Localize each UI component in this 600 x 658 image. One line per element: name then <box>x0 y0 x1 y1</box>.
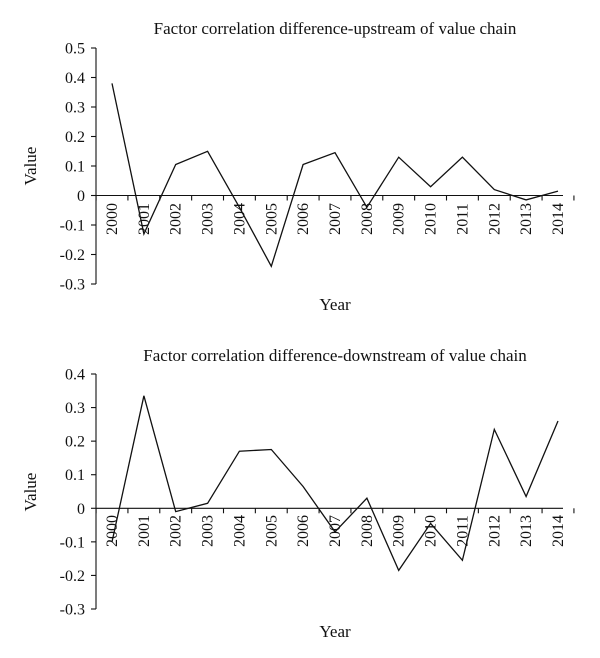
x-axis-title: Year <box>319 622 351 641</box>
x-tick-label: 2005 <box>263 515 280 547</box>
x-tick-label: 2012 <box>486 203 503 235</box>
x-tick-label: 2012 <box>486 515 503 547</box>
chart-upstream: Factor correlation difference-upstream o… <box>21 19 575 314</box>
series-line <box>111 83 559 268</box>
x-tick-label: 2003 <box>200 515 217 547</box>
x-tick-label: 2004 <box>231 515 248 547</box>
y-tick-label: 0.5 <box>65 41 85 58</box>
x-tick-label: 2000 <box>104 515 121 547</box>
x-tick-label: 2001 <box>136 515 153 547</box>
chart-downstream: Factor correlation difference-downstream… <box>21 346 575 641</box>
x-tick-label: 2007 <box>327 203 344 235</box>
y-tick-label: 0 <box>77 188 85 205</box>
x-tick-label: 2014 <box>550 515 567 547</box>
chart-title: Factor correlation difference-downstream… <box>143 346 527 365</box>
x-tick-label: 2008 <box>359 203 376 235</box>
x-tick-label: 2009 <box>391 203 408 235</box>
y-axis-title: Value <box>21 473 40 512</box>
x-tick-label: 2000 <box>104 203 121 235</box>
y-tick-label: 0.4 <box>65 70 85 87</box>
y-tick-label: 0.1 <box>65 159 85 176</box>
y-tick-label: -0.2 <box>60 568 85 585</box>
x-tick-label: 2013 <box>518 203 535 235</box>
x-tick-label: 2011 <box>454 203 471 234</box>
x-tick-label: 2004 <box>231 203 248 235</box>
x-tick-label: 2006 <box>295 515 312 547</box>
chart-title: Factor correlation difference-upstream o… <box>154 19 517 38</box>
x-tick-label: 2014 <box>550 203 567 235</box>
series-line <box>111 395 559 572</box>
y-axis-title: Value <box>21 147 40 186</box>
x-tick-label: 2003 <box>200 203 217 235</box>
y-tick-label: 0.2 <box>65 434 85 451</box>
y-tick-label: 0.3 <box>65 400 85 417</box>
x-tick-label: 2013 <box>518 515 535 547</box>
x-tick-label: 2001 <box>136 203 153 235</box>
x-tick-label: 2005 <box>263 203 280 235</box>
y-tick-label: 0.2 <box>65 129 85 146</box>
y-tick-label: 0.1 <box>65 467 85 484</box>
y-tick-label: -0.2 <box>60 247 85 264</box>
y-tick-label: 0 <box>77 501 85 518</box>
y-tick-label: -0.1 <box>60 218 85 235</box>
y-tick-label: 0.3 <box>65 100 85 117</box>
y-tick-label: -0.3 <box>60 277 85 294</box>
x-tick-label: 2006 <box>295 203 312 235</box>
x-axis-title: Year <box>319 295 351 314</box>
x-tick-label: 2002 <box>168 203 185 235</box>
x-tick-label: 2008 <box>359 515 376 547</box>
y-tick-label: 0.4 <box>65 367 85 384</box>
x-tick-label: 2010 <box>423 203 440 235</box>
y-tick-label: -0.3 <box>60 602 85 619</box>
y-tick-label: -0.1 <box>60 534 85 551</box>
x-tick-label: 2009 <box>391 515 408 547</box>
x-tick-label: 2010 <box>423 515 440 547</box>
x-tick-label: 2002 <box>168 515 185 547</box>
